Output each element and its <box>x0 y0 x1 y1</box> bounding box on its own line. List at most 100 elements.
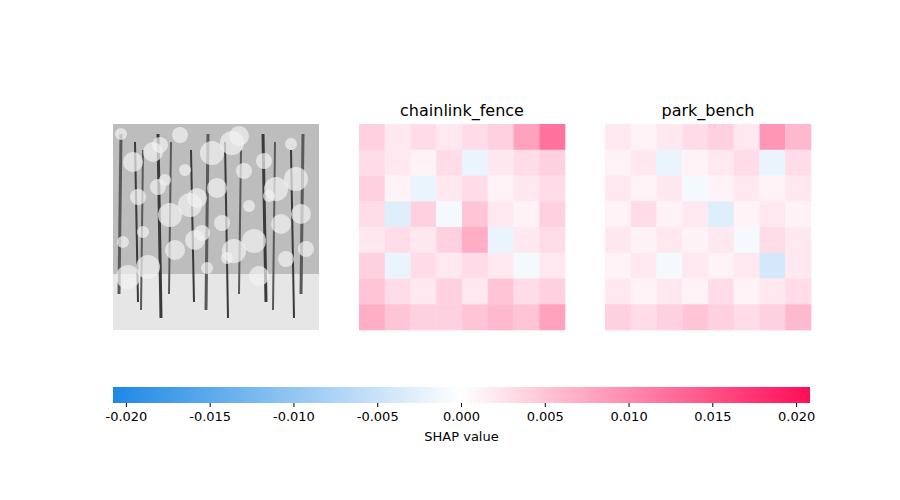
shap-cell <box>682 304 708 330</box>
shap-cell <box>411 150 437 176</box>
image-snow <box>137 226 149 238</box>
shap-cell <box>682 124 708 150</box>
image-snow <box>159 174 171 186</box>
shap-cell <box>708 253 734 279</box>
shap-cell <box>734 176 760 202</box>
image-snow <box>256 153 272 169</box>
shap-cell <box>436 150 462 176</box>
shap-cell <box>539 150 565 176</box>
colorbar-tick-label: 0.010 <box>610 409 647 424</box>
shap-cell <box>785 279 811 305</box>
colorbar-tick-label: 0.015 <box>694 409 731 424</box>
shap-cell <box>462 279 488 305</box>
shap-cell <box>708 176 734 202</box>
shap-cell <box>385 150 411 176</box>
shap-cell <box>411 201 437 227</box>
shap-cell <box>359 279 385 305</box>
shap-cell <box>539 227 565 253</box>
image-snow <box>271 214 291 234</box>
shap-cell <box>631 253 657 279</box>
image-trunk <box>191 150 194 302</box>
shap-cell <box>708 124 734 150</box>
shap-cell <box>631 227 657 253</box>
shap-cell <box>488 201 514 227</box>
image-snow <box>179 164 191 176</box>
shap-cell <box>760 253 786 279</box>
colorbar-tick-label: 0.020 <box>778 409 815 424</box>
image-snow <box>187 188 207 208</box>
shap-cell <box>605 304 631 330</box>
shap-cell <box>657 176 683 202</box>
shap-cell <box>708 201 734 227</box>
shap-cell <box>682 176 708 202</box>
image-snow <box>123 152 143 172</box>
shap-cell <box>734 304 760 330</box>
shap-cell <box>539 124 565 150</box>
shap-cell <box>385 124 411 150</box>
shap-cell <box>462 201 488 227</box>
shap-cell <box>785 201 811 227</box>
shap-panel <box>359 124 565 330</box>
colorbar-tick <box>461 403 462 407</box>
shap-cell <box>436 124 462 150</box>
shap-cell <box>359 150 385 176</box>
colorbar-tick <box>796 403 797 407</box>
shap-cell <box>539 201 565 227</box>
colorbar-tick <box>712 403 713 407</box>
shap-cell <box>631 304 657 330</box>
shap-cell <box>514 150 540 176</box>
shap-cell <box>411 227 437 253</box>
colorbar-tick-label: -0.015 <box>189 409 231 424</box>
colorbar-tick <box>377 403 378 407</box>
shap-cell <box>760 304 786 330</box>
shap-cell <box>462 304 488 330</box>
shap-cell <box>657 279 683 305</box>
shap-cell <box>605 201 631 227</box>
shap-cell <box>488 150 514 176</box>
image-trunk <box>158 134 161 318</box>
shap-cell <box>359 227 385 253</box>
image-snow <box>264 177 288 201</box>
shap-cell <box>657 227 683 253</box>
shap-cell <box>682 227 708 253</box>
shap-cell <box>734 201 760 227</box>
image-snow <box>201 262 213 274</box>
shap-cell <box>385 201 411 227</box>
shap-cell <box>631 279 657 305</box>
shap-cell <box>359 124 385 150</box>
shap-cell <box>488 176 514 202</box>
shap-cell <box>488 279 514 305</box>
shap-cell <box>760 150 786 176</box>
shap-cell <box>631 124 657 150</box>
shap-cell <box>657 124 683 150</box>
shap-cell <box>734 253 760 279</box>
shap-cell <box>657 201 683 227</box>
shap-cell <box>488 227 514 253</box>
shap-cell <box>657 253 683 279</box>
colorbar-tick-label: -0.020 <box>105 409 147 424</box>
original-image <box>113 124 319 330</box>
shap-cell <box>411 279 437 305</box>
shap-cell <box>436 304 462 330</box>
shap-cell <box>436 279 462 305</box>
shap-cell <box>657 150 683 176</box>
shap-cell <box>734 279 760 305</box>
image-snow <box>291 204 311 224</box>
image-snow <box>172 127 188 143</box>
shap-cell <box>436 176 462 202</box>
image-snow <box>249 266 269 286</box>
shap-cell <box>539 304 565 330</box>
colorbar-tick <box>293 403 294 407</box>
shap-cell <box>734 150 760 176</box>
shap-cell <box>760 201 786 227</box>
shap-cell <box>605 253 631 279</box>
shap-cell <box>708 279 734 305</box>
shap-panel <box>605 124 811 330</box>
colorbar-tick <box>126 403 127 407</box>
shap-cell <box>514 279 540 305</box>
shap-cell <box>514 253 540 279</box>
shap-cell <box>734 124 760 150</box>
shap-cell <box>385 304 411 330</box>
shap-cell <box>411 176 437 202</box>
image-snow <box>229 126 249 146</box>
